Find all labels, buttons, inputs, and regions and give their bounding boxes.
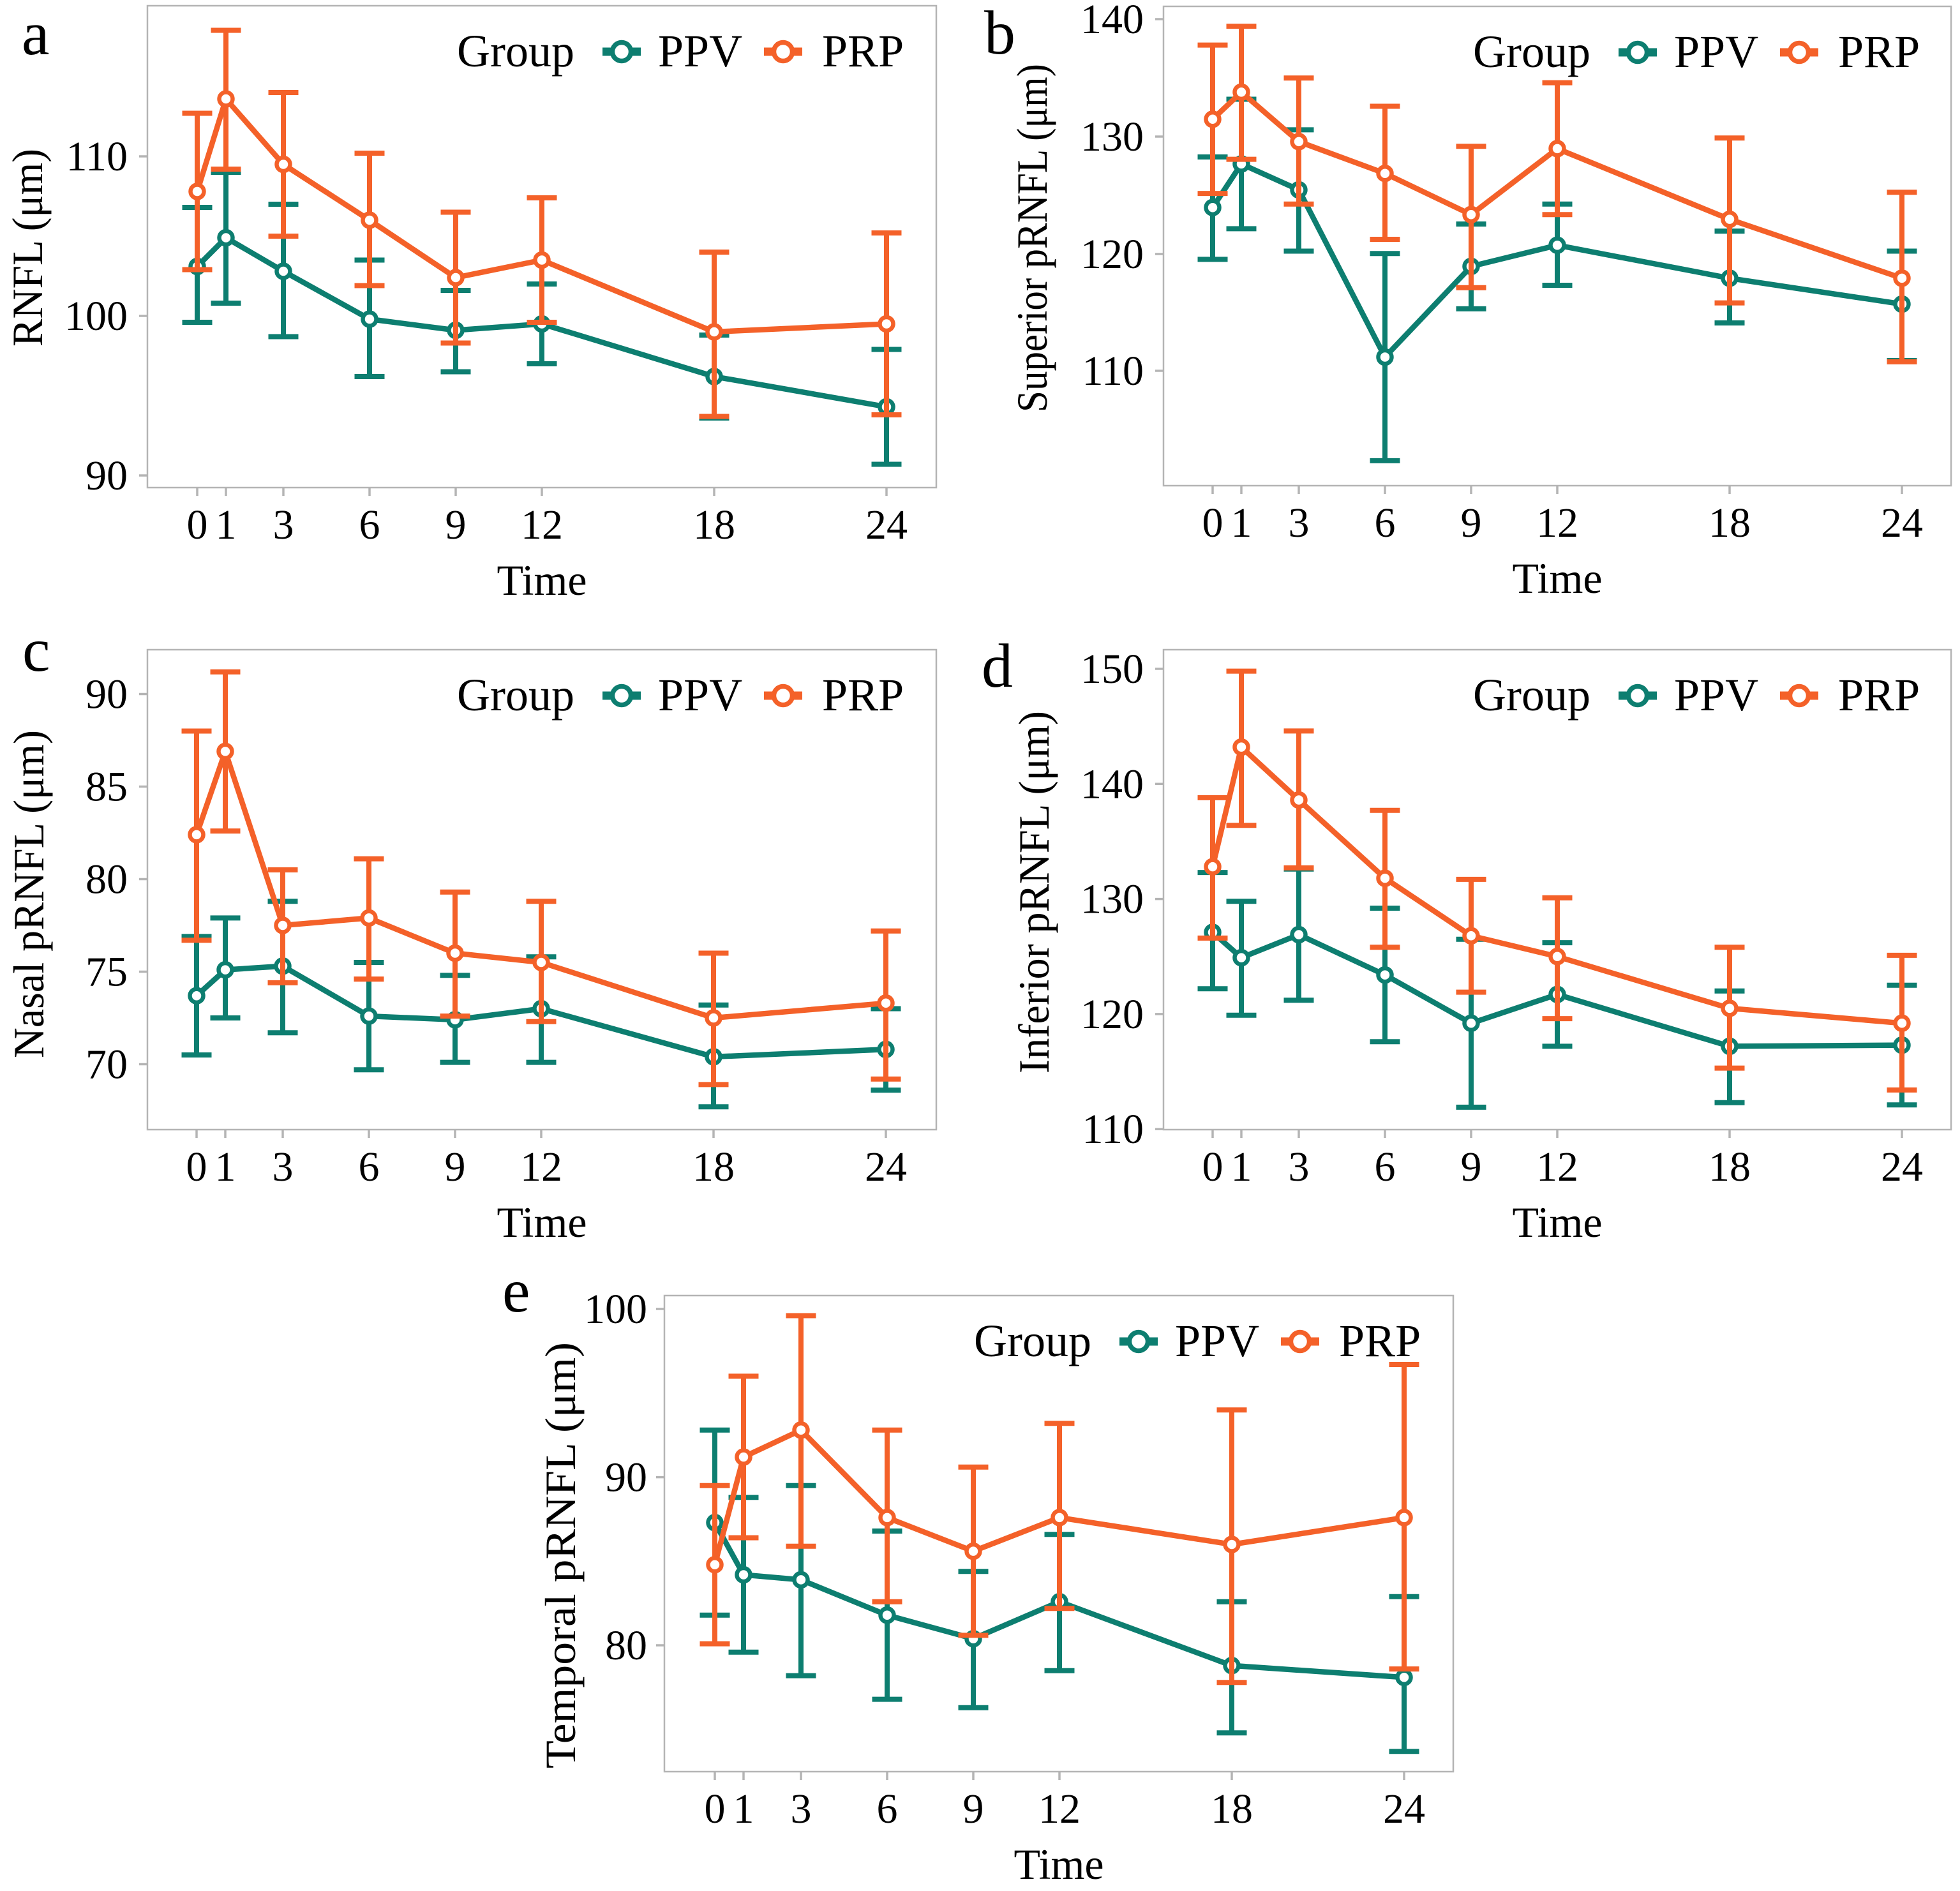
svg-text:PPV: PPV: [1674, 669, 1758, 721]
svg-text:1: 1: [1231, 500, 1252, 546]
svg-text:a: a: [22, 0, 50, 68]
svg-text:c: c: [22, 616, 50, 685]
svg-text:1: 1: [215, 1144, 236, 1190]
svg-text:3: 3: [273, 1144, 294, 1190]
svg-text:Group: Group: [974, 1315, 1091, 1366]
svg-text:6: 6: [359, 502, 380, 548]
svg-text:PRP: PRP: [822, 669, 904, 721]
svg-text:Temporal pRNFL (μm): Temporal pRNFL (μm): [536, 1342, 585, 1768]
svg-text:140: 140: [1081, 0, 1144, 43]
svg-text:12: 12: [1536, 500, 1578, 546]
svg-text:0: 0: [705, 1786, 726, 1832]
svg-text:6: 6: [1375, 500, 1396, 546]
svg-text:110: 110: [66, 133, 128, 180]
svg-text:PRP: PRP: [1838, 26, 1920, 77]
svg-text:RNFL (μm): RNFL (μm): [3, 149, 52, 347]
svg-text:Group: Group: [1473, 669, 1590, 721]
svg-text:90: 90: [86, 452, 128, 499]
svg-text:24: 24: [1881, 500, 1923, 546]
svg-text:9: 9: [1461, 500, 1482, 546]
svg-text:0: 0: [186, 1144, 207, 1190]
svg-text:150: 150: [1081, 646, 1144, 692]
svg-text:PPV: PPV: [658, 669, 742, 721]
svg-text:Time: Time: [497, 556, 587, 604]
svg-text:3: 3: [1289, 500, 1310, 546]
svg-text:6: 6: [359, 1144, 380, 1190]
svg-text:120: 120: [1081, 991, 1144, 1038]
svg-text:6: 6: [877, 1786, 898, 1832]
svg-text:85: 85: [86, 764, 128, 811]
svg-text:PRP: PRP: [822, 26, 904, 77]
svg-text:18: 18: [1709, 500, 1751, 546]
svg-text:80: 80: [86, 856, 128, 903]
svg-text:d: d: [982, 632, 1013, 701]
svg-text:18: 18: [693, 502, 735, 548]
svg-text:PPV: PPV: [1175, 1315, 1259, 1366]
svg-text:90: 90: [605, 1454, 647, 1501]
svg-text:Group: Group: [457, 26, 574, 77]
svg-text:18: 18: [1709, 1144, 1751, 1190]
svg-text:18: 18: [692, 1144, 735, 1190]
svg-text:0: 0: [187, 502, 208, 548]
svg-text:130: 130: [1081, 876, 1144, 923]
svg-text:9: 9: [445, 1144, 466, 1190]
svg-text:12: 12: [1038, 1786, 1081, 1832]
svg-text:70: 70: [86, 1042, 128, 1088]
svg-text:Nasal pRNFL (μm): Nasal pRNFL (μm): [4, 730, 53, 1058]
svg-text:6: 6: [1375, 1144, 1396, 1190]
svg-text:24: 24: [1383, 1786, 1425, 1832]
svg-text:3: 3: [1289, 1144, 1310, 1190]
svg-text:PPV: PPV: [1674, 26, 1758, 77]
svg-text:1: 1: [216, 502, 237, 548]
svg-text:0: 0: [1202, 500, 1223, 546]
svg-text:110: 110: [1082, 1106, 1144, 1153]
svg-text:PRP: PRP: [1339, 1315, 1421, 1366]
svg-text:Group: Group: [1473, 26, 1590, 77]
svg-text:Inferior pRNFL (μm): Inferior pRNFL (μm): [1010, 711, 1058, 1073]
svg-text:9: 9: [963, 1786, 984, 1832]
svg-text:9: 9: [1461, 1144, 1482, 1190]
svg-text:140: 140: [1081, 761, 1144, 807]
svg-text:130: 130: [1081, 114, 1144, 160]
svg-text:110: 110: [1082, 348, 1144, 394]
svg-text:12: 12: [1536, 1144, 1578, 1190]
svg-text:b: b: [984, 0, 1015, 68]
svg-text:Time: Time: [1512, 1198, 1602, 1246]
svg-text:Time: Time: [1014, 1840, 1103, 1888]
svg-text:PRP: PRP: [1838, 669, 1920, 721]
svg-text:1: 1: [733, 1786, 754, 1832]
svg-text:90: 90: [86, 671, 128, 718]
svg-text:Time: Time: [1512, 554, 1602, 602]
svg-text:120: 120: [1081, 231, 1144, 278]
svg-text:3: 3: [273, 502, 294, 548]
svg-text:12: 12: [520, 1144, 562, 1190]
svg-text:PPV: PPV: [658, 26, 742, 77]
svg-text:3: 3: [791, 1786, 812, 1832]
svg-text:24: 24: [1881, 1144, 1923, 1190]
svg-text:Time: Time: [497, 1198, 587, 1246]
svg-text:e: e: [502, 1257, 530, 1326]
svg-text:100: 100: [64, 293, 128, 340]
svg-text:Superior pRNFL (μm): Superior pRNFL (μm): [1008, 64, 1056, 412]
svg-text:0: 0: [1202, 1144, 1223, 1190]
svg-text:80: 80: [605, 1622, 647, 1669]
svg-text:24: 24: [865, 502, 908, 548]
svg-text:75: 75: [86, 949, 128, 996]
svg-text:1: 1: [1231, 1144, 1252, 1190]
svg-text:100: 100: [584, 1286, 647, 1333]
svg-text:9: 9: [445, 502, 467, 548]
svg-text:Group: Group: [457, 669, 574, 721]
svg-text:18: 18: [1211, 1786, 1253, 1832]
svg-text:24: 24: [865, 1144, 907, 1190]
svg-text:12: 12: [521, 502, 563, 548]
